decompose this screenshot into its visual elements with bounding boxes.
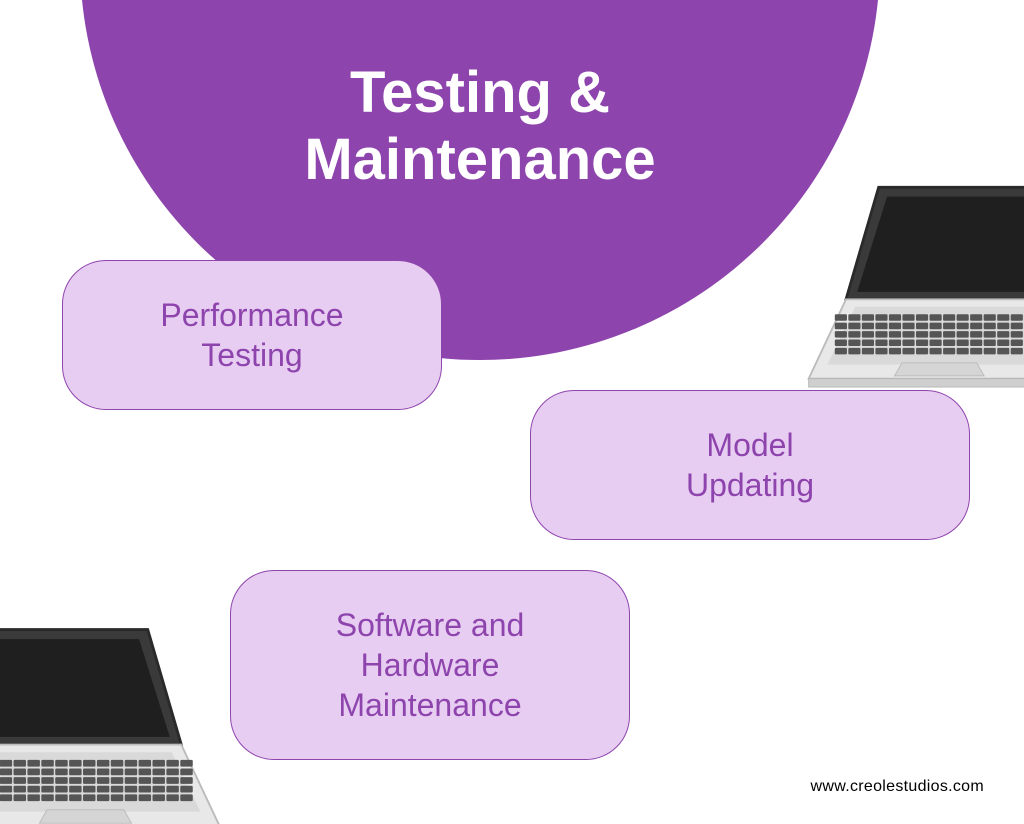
laptop-icon [0, 620, 240, 824]
laptop-icon [790, 175, 1024, 405]
credit-url: www.creolestudios.com [811, 778, 984, 796]
infographic-canvas: Testing & Maintenance Performance Testin… [0, 0, 1024, 824]
pill-1: Model Updating [530, 390, 970, 540]
pill-2: Software and Hardware Maintenance [230, 570, 630, 760]
pill-0: Performance Testing [62, 260, 442, 410]
main-title: Testing & Maintenance [240, 60, 720, 193]
